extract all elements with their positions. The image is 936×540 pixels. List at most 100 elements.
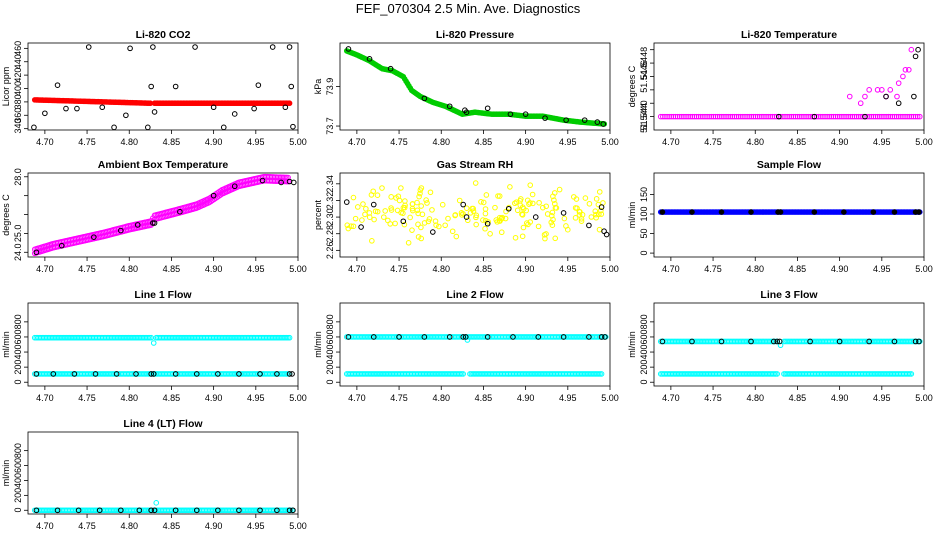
x-tick-label: 4.70 [36, 393, 54, 403]
data-point-continuous [543, 203, 549, 210]
data-point-discrete [257, 371, 263, 377]
y-tick-label: 600 [13, 458, 23, 473]
data-point-continuous [439, 201, 446, 208]
data-point-discrete [210, 104, 217, 111]
data-point-discrete [560, 334, 567, 340]
data-point-discrete [895, 100, 902, 107]
data-point-discrete [75, 507, 82, 514]
y-tick-label: 150 [639, 187, 649, 202]
x-tick-label: 5.00 [915, 393, 933, 403]
data-point-discrete [421, 95, 428, 102]
x-tick-label: 4.90 [517, 393, 535, 403]
x-tick-label: 4.80 [746, 137, 764, 147]
data-point-continuous [416, 193, 422, 200]
data-point-continuous [908, 46, 915, 53]
data-point-discrete [290, 123, 296, 130]
data-point-discrete [91, 234, 97, 240]
plot-frame [339, 42, 611, 131]
data-point-discrete [598, 204, 605, 210]
data-point-continuous [418, 203, 424, 209]
x-tick-label: 4.80 [746, 393, 764, 403]
x-tick-label: 4.75 [390, 264, 408, 274]
y-tick-label: 51.544 [639, 103, 649, 131]
data-point-lower [774, 371, 780, 377]
data-point-discrete [42, 110, 48, 117]
data-point-continuous [366, 214, 373, 221]
data-point-continuous [556, 186, 563, 193]
x-tick-label: 4.85 [789, 137, 807, 147]
x-tick-label: 5.00 [289, 264, 307, 274]
data-point-discrete [891, 338, 898, 345]
chart-title: Ambient Box Temperature [98, 159, 229, 171]
data-point-discrete [134, 222, 141, 228]
x-tick-label: 4.80 [120, 137, 138, 147]
data-point-continuous [499, 214, 506, 221]
data-point-continuous [425, 218, 432, 225]
data-point-continuous [415, 234, 422, 240]
data-point-continuous [586, 200, 593, 207]
data-point-discrete [111, 124, 117, 130]
y-tick-label: 0 [639, 379, 649, 384]
data-point-continuous [593, 196, 600, 202]
data-point-continuous [887, 87, 894, 93]
data-point-discrete [586, 334, 592, 340]
data-point-continuous [846, 93, 853, 100]
data-point-discrete [891, 209, 898, 215]
y-tick-label: 600 [325, 329, 335, 344]
plot-frame [653, 42, 925, 131]
data-point-continuous [352, 215, 359, 222]
data-point-continuous [382, 208, 388, 214]
y-tick-label: 0 [13, 507, 23, 512]
data-point-continuous [374, 208, 381, 215]
data-point-continuous [407, 214, 413, 221]
data-point-continuous [536, 199, 542, 206]
data-point-discrete [150, 220, 156, 226]
y-tick-label: 51.5446 [639, 60, 649, 93]
data-point-discrete [484, 105, 491, 112]
y-tick-label: 2.30 [325, 208, 335, 226]
y-axis-label: ml/min [1, 331, 11, 358]
data-point-lower [598, 371, 605, 377]
data-point-discrete [777, 209, 784, 215]
data-point-discrete [532, 214, 539, 220]
y-tick-label: 600 [13, 329, 23, 344]
chart-line-4-lt-flow: Line 4 (LT) Flow ml/min 4.70 4.75 4.80 4.85 4.… [1, 418, 307, 531]
data-point-continuous [524, 197, 531, 204]
data-point-discrete [251, 105, 257, 112]
data-point-discrete [563, 117, 569, 123]
data-point-continuous [572, 205, 579, 211]
data-point-discrete [594, 119, 601, 125]
data-point-continuous [596, 189, 603, 195]
data-point-discrete [916, 338, 922, 345]
data-point-discrete [836, 338, 843, 345]
x-tick-label: 4.70 [36, 264, 54, 274]
data-point-continuous [392, 220, 398, 227]
data-point-discrete [63, 105, 69, 112]
y-tick-label: 200 [13, 488, 23, 503]
y-tick-label: 420 [13, 68, 23, 83]
data-point-continuous [895, 80, 902, 86]
data-point-discrete [33, 371, 40, 377]
data-point-continuous [866, 87, 872, 93]
data-point-lower [908, 371, 915, 377]
plot-area [657, 338, 923, 377]
y-tick-label: 460 [13, 41, 23, 56]
y-tick-label: 2.34 [325, 175, 335, 193]
data-point-continuous [514, 207, 521, 214]
data-point-continuous [449, 228, 456, 235]
data-point-discrete [54, 82, 61, 88]
data-point-continuous [578, 218, 585, 224]
data-point-continuous [360, 201, 366, 207]
x-tick-label: 4.90 [517, 137, 535, 147]
y-tick-label: 25.0 [13, 225, 23, 243]
data-point-discrete [259, 177, 266, 184]
data-point-continuous [436, 223, 442, 230]
x-tick-label: 4.90 [205, 137, 223, 147]
data-point-continuous [388, 205, 394, 211]
data-point-continuous [415, 221, 421, 228]
x-tick-label: 4.80 [432, 393, 450, 403]
data-point-discrete [151, 220, 158, 226]
data-point-continuous [464, 217, 471, 224]
data-point-discrete [400, 218, 407, 225]
